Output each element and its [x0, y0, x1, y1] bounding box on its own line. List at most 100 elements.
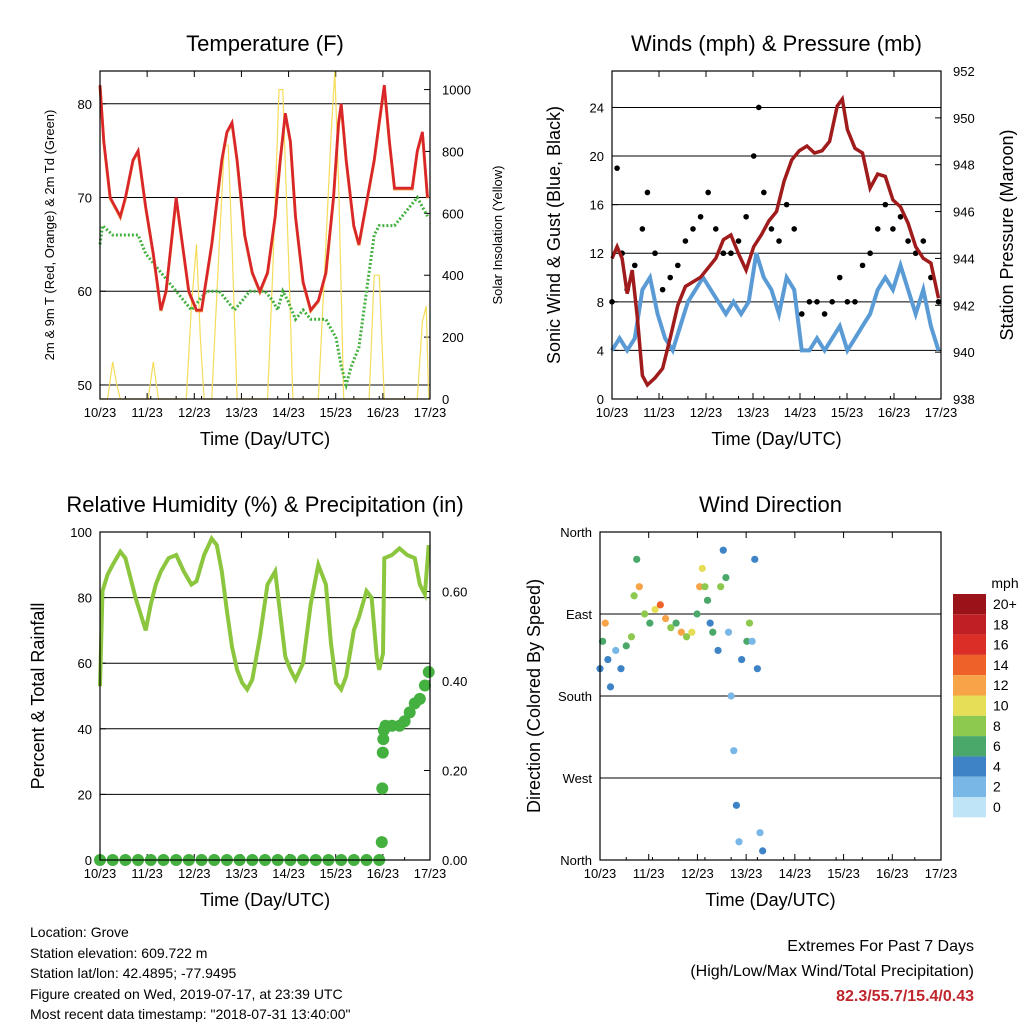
x-tick-label: 11/23 — [131, 866, 163, 881]
wind-line — [610, 252, 941, 356]
gust-point — [897, 213, 904, 220]
y-tick-label: 4 — [597, 343, 604, 358]
gust-point — [829, 299, 835, 305]
x-tick-label: 13/23 — [225, 405, 258, 420]
y-right-tick-label: 946 — [953, 205, 975, 220]
legend-swatch — [953, 614, 986, 635]
direction-point — [656, 601, 664, 609]
gust-point — [814, 299, 820, 305]
chart-title: Winds (mph) & Pressure (mb) — [631, 31, 922, 56]
rain-point — [413, 692, 426, 705]
legend-label: 6 — [993, 738, 1001, 754]
legend-label: 18 — [993, 616, 1009, 632]
y-tick-label: 0 — [85, 853, 92, 868]
direction-point — [745, 619, 754, 627]
x-tick-label: 13/23 — [730, 866, 763, 881]
y-right-tick-label: 200 — [442, 330, 464, 345]
direction-point — [714, 646, 722, 655]
legend-swatch — [953, 634, 986, 655]
plot-border — [99, 531, 431, 861]
y-tick-label: 20 — [590, 149, 604, 164]
rain-point — [422, 666, 435, 679]
direction-point — [633, 555, 641, 563]
rain-point — [398, 715, 411, 728]
y-right-tick-label: 948 — [953, 158, 975, 173]
gust-point — [890, 226, 896, 232]
direction-point — [635, 583, 643, 591]
created-text: Figure created on Wed, 2019-07-17, at 23… — [30, 985, 343, 1002]
gust-point — [682, 238, 689, 244]
gust-point — [806, 299, 813, 305]
legend-swatch — [953, 695, 986, 716]
gust-point — [859, 262, 866, 269]
gust-point — [874, 226, 881, 232]
y-tick-label: 60 — [78, 656, 92, 671]
gust-point — [639, 226, 646, 232]
x-axis-label: Time (Day/UTC) — [200, 429, 330, 449]
legend-swatch — [953, 736, 986, 757]
direction-point — [753, 665, 761, 673]
x-tick-label: 16/23 — [367, 405, 400, 420]
gust-point — [675, 262, 681, 269]
direction-point — [627, 633, 636, 641]
direction-point — [612, 646, 620, 655]
x-tick-label: 14/23 — [272, 405, 305, 420]
direction-point — [688, 628, 696, 636]
y-tick-label: 20 — [78, 787, 92, 802]
legend-label: 14 — [993, 657, 1009, 673]
direction-point — [706, 619, 714, 627]
y-axis-label: Direction (Colored By Speed) — [524, 579, 544, 813]
gust-point — [836, 274, 843, 281]
gust-point — [821, 311, 828, 317]
y-right-tick-label: 944 — [953, 251, 975, 266]
direction-point — [682, 633, 691, 641]
y-tick-label: 40 — [78, 722, 92, 737]
y-right-tick-label: 0.20 — [442, 764, 467, 779]
x-tick-label: 16/23 — [876, 866, 909, 881]
y-right-axis-label: Station Pressure (Maroon) — [997, 129, 1017, 340]
gust-point — [768, 226, 775, 232]
x-tick-label: 14/23 — [784, 405, 817, 420]
y-tick-label: North — [560, 853, 592, 868]
x-tick-label: 16/23 — [367, 866, 400, 881]
y-right-tick-label: 0 — [442, 392, 449, 407]
y-tick-label: 12 — [590, 246, 604, 261]
y-right-tick-label: 0.60 — [442, 585, 467, 600]
gust-point — [783, 201, 790, 208]
direction-point — [738, 655, 746, 664]
x-tick-label: 15/23 — [831, 405, 864, 420]
gust-point — [652, 250, 658, 257]
x-tick-label: 10/23 — [596, 405, 629, 420]
chart-title: Temperature (F) — [186, 31, 344, 56]
direction-point — [719, 546, 727, 554]
direction-point — [696, 583, 704, 591]
direction-point — [677, 628, 685, 636]
y-axis-label: Percent & Total Rainfall — [28, 603, 48, 790]
direction-point — [651, 605, 659, 614]
direction-point — [703, 596, 712, 604]
direction-point — [756, 829, 764, 837]
gust-point — [776, 238, 782, 244]
rain-point — [375, 836, 388, 849]
x-tick-label: 10/23 — [84, 866, 117, 881]
legend-label: 0 — [993, 799, 1001, 815]
direction-point — [730, 747, 738, 755]
y-tick-label: 16 — [590, 198, 604, 213]
direction-point — [735, 838, 743, 846]
x-tick-label: 17/23 — [925, 405, 958, 420]
rain-point — [418, 679, 431, 692]
x-tick-label: 12/23 — [178, 866, 211, 881]
y-right-tick-label: 950 — [953, 111, 975, 126]
rain-point — [376, 782, 389, 795]
extremes-title: Extremes For Past 7 Days — [787, 938, 974, 955]
direction-point — [604, 655, 612, 664]
chart-title: Relative Humidity (%) & Precipitation (i… — [66, 492, 463, 517]
direction-point — [709, 628, 717, 636]
y-tick-label: West — [563, 771, 593, 786]
pressure-line — [610, 94, 941, 388]
y-axis-label: Sonic Wind & Gust (Blue, Black) — [544, 106, 564, 364]
direction-point — [617, 665, 625, 673]
x-tick-label: 15/23 — [827, 866, 860, 881]
direction-point — [727, 692, 735, 700]
gust-point — [743, 213, 749, 220]
